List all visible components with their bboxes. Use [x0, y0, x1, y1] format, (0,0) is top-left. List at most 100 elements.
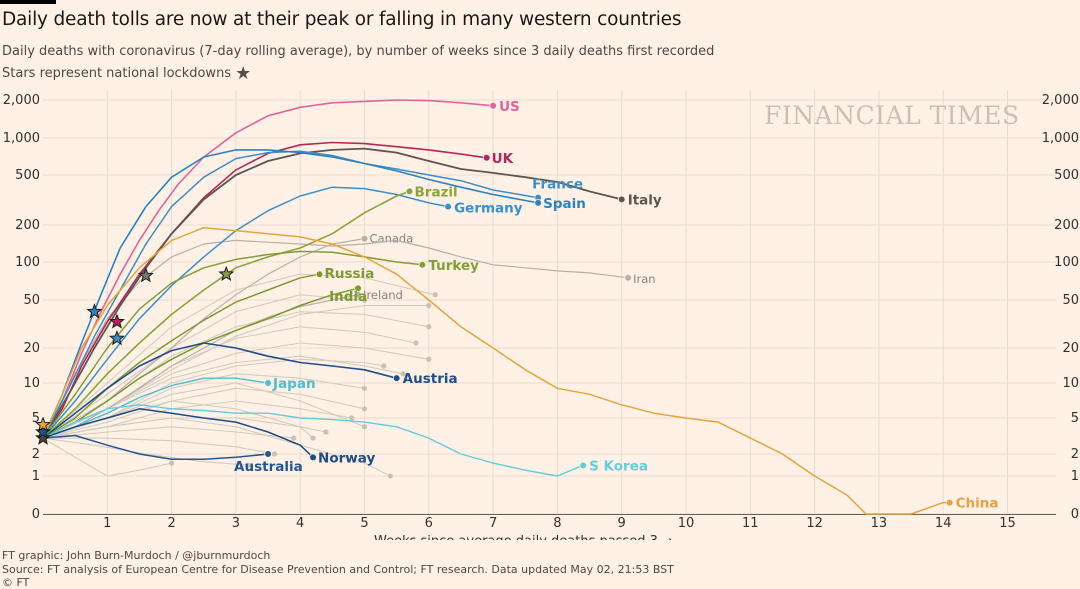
x-tick-label: 5	[360, 516, 368, 531]
series-end-dot-australia	[264, 450, 272, 458]
y-tick-label-right: 10	[1062, 376, 1079, 391]
x-tick-label: 8	[553, 516, 561, 531]
x-tick-label: 9	[618, 516, 626, 531]
series-line-china	[42, 226, 950, 515]
series-line-s-korea	[42, 404, 584, 477]
series-label-norway: Norway	[318, 450, 375, 466]
x-tick-label: 15	[999, 516, 1016, 531]
series-line-other	[42, 387, 365, 439]
series-line-other	[42, 273, 436, 439]
series-france: France	[42, 150, 583, 439]
series-line-ireland	[42, 294, 359, 439]
lockdown-star-germany	[35, 416, 51, 432]
series-line-austria	[42, 342, 397, 439]
series-line-other	[42, 426, 294, 439]
series-end-dot-other	[426, 324, 432, 330]
chart-title: Daily death tolls are now at their peak …	[2, 9, 682, 30]
series-label-turkey: Turkey	[428, 258, 479, 274]
x-tick-label: 11	[742, 516, 759, 531]
y-tick-label-right: 0	[1071, 507, 1079, 522]
series-label-japan: Japan	[272, 376, 316, 392]
lockdown-star-india	[218, 265, 235, 282]
y-tick-label-left: 200	[15, 218, 40, 233]
series-japan: Japan	[42, 376, 316, 439]
ft-brand-bar	[0, 0, 56, 4]
series-end-dot-canada	[360, 234, 369, 243]
series-line-spain	[42, 149, 539, 439]
series-brazil: Brazil	[42, 184, 458, 439]
y-tick-label-left: 500	[15, 168, 40, 183]
x-tick-label: 3	[232, 516, 240, 531]
series-label-brazil: Brazil	[415, 184, 458, 200]
y-tick-label-right: 1	[1071, 469, 1079, 484]
y-tick-label-left: 1,000	[3, 131, 40, 146]
series-end-dot-iran	[624, 273, 632, 282]
series-end-dot-other	[349, 415, 355, 421]
series-australia: Australia	[42, 434, 303, 475]
series-end-dot-other	[291, 435, 297, 441]
series-line-russia	[42, 273, 320, 439]
series-label-france: France	[532, 177, 583, 193]
series-line-other	[42, 437, 172, 477]
series-uk: UK	[42, 141, 514, 439]
series-line-other	[42, 294, 365, 439]
series-end-dot-uk	[482, 154, 491, 162]
x-tick-label: 12	[806, 516, 823, 531]
series-end-dot-other	[361, 406, 368, 412]
x-tick-label: 6	[425, 516, 433, 531]
series-end-dot-us	[489, 101, 497, 110]
series-line-japan	[42, 377, 269, 439]
series-label-iran: Iran	[633, 272, 655, 286]
x-tick-label: 2	[167, 516, 175, 531]
series-s-korea: S Korea	[42, 404, 648, 477]
other-countries	[42, 273, 438, 479]
series-russia: Russia	[42, 266, 374, 439]
y-tick-label-left: 0	[32, 507, 40, 522]
series-end-dot-other	[361, 385, 368, 391]
y-tick-label-left: 1	[32, 469, 40, 484]
series-line-us	[42, 99, 494, 439]
series-line-iran	[42, 239, 629, 439]
series-line-australia	[42, 434, 269, 460]
series-end-dot-other	[426, 356, 432, 362]
series-end-dot-other	[432, 292, 438, 298]
y-tick-label-right: 1,000	[1042, 131, 1079, 146]
series-germany: Germany	[42, 186, 523, 439]
star-icon: ★	[235, 63, 252, 84]
series-end-dot-other	[426, 302, 432, 309]
series-end-dot-india	[354, 284, 362, 293]
series-label-spain: Spain	[543, 196, 586, 212]
lockdown-note-text: Stars represent national lockdowns	[2, 66, 232, 81]
y-tick-label-left: 10	[23, 376, 40, 391]
footer-source: Source: FT analysis of European Centre f…	[2, 563, 674, 576]
series-turkey: Turkey	[42, 250, 479, 439]
series-label-uk: UK	[492, 151, 514, 167]
series-us: US	[42, 99, 520, 439]
x-tick-label: 1	[103, 516, 111, 531]
x-tick-label: 10	[678, 516, 695, 531]
series-italy: Italy	[42, 147, 662, 439]
y-tick-label-left: 20	[23, 341, 40, 356]
footer-copyright: © FT	[2, 576, 30, 589]
series-label-germany: Germany	[454, 201, 523, 217]
footer-credit: FT graphic: John Burn-Murdoch / @jburnmu…	[2, 549, 271, 562]
series-end-dot-russia	[315, 270, 324, 279]
y-tick-label-right: 2	[1071, 447, 1079, 462]
y-tick-label-right: 20	[1062, 341, 1079, 356]
series-line-other	[42, 417, 391, 477]
series-label-canada: Canada	[370, 232, 414, 246]
series-label-india: India	[329, 289, 367, 305]
x-tick-label: 14	[935, 516, 952, 531]
series-end-dot-austria	[392, 374, 401, 382]
gridlines	[43, 90, 1056, 515]
series-label-s-korea: S Korea	[589, 458, 648, 474]
series-end-dot-spain	[534, 199, 542, 207]
series-end-dot-italy	[617, 195, 626, 204]
x-axis-label: Weeks since average daily deaths passed …	[374, 534, 673, 540]
y-tick-label-left: 50	[23, 293, 40, 308]
lockdown-star-us	[137, 267, 154, 283]
series-label-austria: Austria	[403, 371, 458, 387]
series-end-dot-japan	[264, 379, 272, 387]
series-end-dot-other	[169, 460, 175, 466]
lockdown-star-uk	[108, 313, 125, 329]
